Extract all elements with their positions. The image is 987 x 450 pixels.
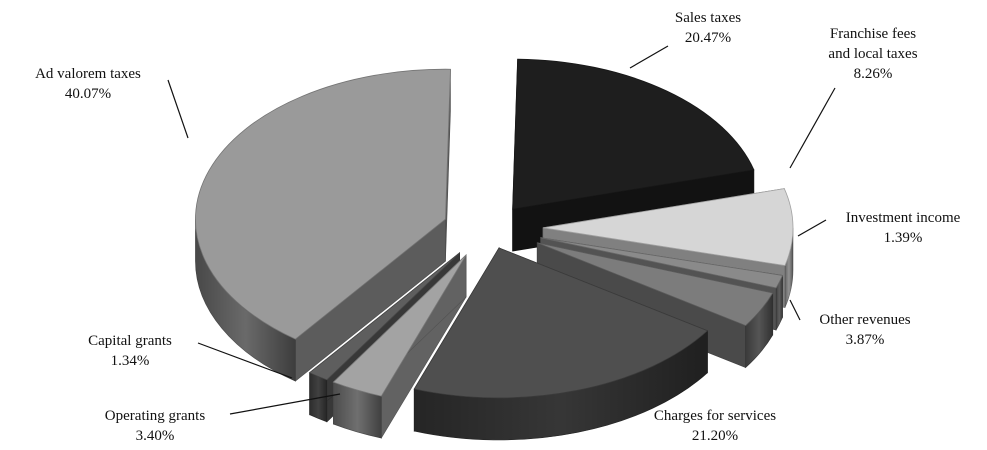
slice-label-ad-valorem-taxes: Ad valorem taxes 40.07% — [35, 66, 141, 102]
slice-outer-side-shade-operating-grants — [333, 382, 382, 439]
slice-label-value-franchise-fees-and-local-taxes: 8.26% — [854, 66, 893, 82]
slice-top-other-revenues — [537, 242, 774, 327]
slice-label-value-capital-grants: 1.34% — [111, 353, 150, 369]
slice-label-franchise-fees-and-local-taxes: Franchise fees and local taxes 8.26% — [828, 26, 917, 82]
slice-label-name-franchise-fees-and-local-taxes-line2: and local taxes — [828, 46, 917, 62]
slice-label-name-capital-grants: Capital grants — [88, 333, 172, 349]
leader-lines — [167, 45, 836, 415]
slice-label-value-investment-income: 1.39% — [884, 230, 923, 246]
slice-label-investment-income: Investment income 1.39% — [846, 210, 961, 246]
slice-label-sales-taxes: Sales taxes 20.47% — [675, 10, 741, 46]
slice-label-name-franchise-fees-and-local-taxes-line1: Franchise fees — [830, 26, 916, 42]
slice-label-value-charges-for-services: 21.20% — [692, 428, 738, 444]
leader-line-investment-income — [797, 219, 827, 237]
slice-top-investment-income — [540, 237, 784, 289]
slice-top-franchise-fees-and-local-taxes — [542, 188, 794, 267]
slice-outer-side-shade-capital-grants — [309, 372, 327, 422]
slice-label-other-revenues: Other revenues 3.87% — [819, 312, 910, 348]
slice-label-name-operating-grants: Operating grants — [105, 408, 206, 424]
slice-top-operating-grants — [332, 254, 467, 397]
leader-line-other-revenues — [789, 299, 801, 321]
slice-tops — [195, 58, 794, 399]
slice-label-capital-grants: Capital grants 1.34% — [88, 333, 172, 369]
slice-top-sales-taxes — [512, 58, 755, 210]
leader-line-capital-grants — [197, 342, 293, 379]
slice-outer-side-shade-investment-income — [776, 275, 783, 330]
slice-label-value-sales-taxes: 20.47% — [685, 30, 731, 46]
slice-label-charges-for-services: Charges for services 21.20% — [654, 408, 776, 444]
slice-outer-side-shade-charges-for-services — [414, 330, 708, 440]
slice-label-name-investment-income: Investment income — [846, 210, 961, 226]
leader-line-franchise-fees-and-local-taxes — [789, 87, 836, 169]
leader-line-sales-taxes — [629, 45, 669, 69]
slice-outer-side-shade-other-revenues — [745, 293, 773, 368]
slice-label-value-ad-valorem-taxes: 40.07% — [65, 86, 111, 102]
slice-label-name-other-revenues: Other revenues — [819, 312, 910, 328]
slice-label-value-other-revenues: 3.87% — [846, 332, 885, 348]
leader-line-operating-grants — [229, 393, 341, 415]
slice-label-value-operating-grants: 3.40% — [136, 428, 175, 444]
slice-labels: Sales taxes 20.47% Franchise fees and local… — [35, 10, 961, 444]
slice-top-charges-for-services — [413, 247, 709, 399]
slice-top-capital-grants — [308, 252, 460, 381]
slice-label-name-ad-valorem-taxes: Ad valorem taxes — [35, 66, 141, 82]
leader-line-ad-valorem-taxes — [167, 79, 189, 139]
slice-top-ad-valorem-taxes — [195, 68, 451, 340]
slice-label-operating-grants: Operating grants 3.40% — [105, 408, 206, 444]
slice-outer-side-shade-ad-valorem-taxes — [195, 219, 296, 382]
slice-label-name-sales-taxes: Sales taxes — [675, 10, 741, 26]
slice-label-name-charges-for-services: Charges for services — [654, 408, 776, 424]
